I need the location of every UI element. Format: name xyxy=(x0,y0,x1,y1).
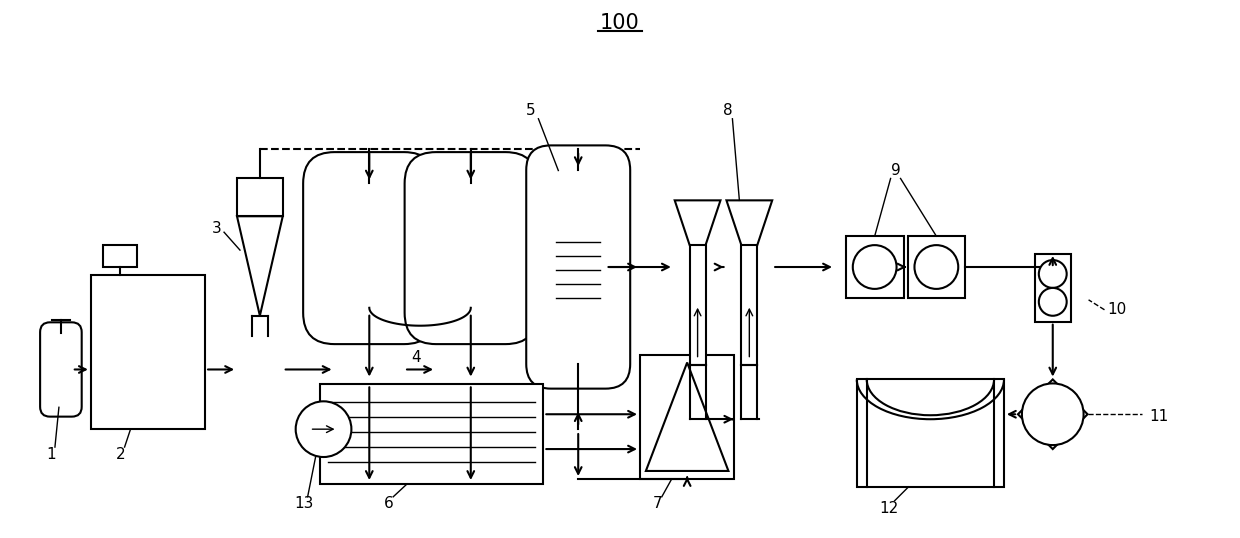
Text: 4: 4 xyxy=(412,350,420,365)
Bar xyxy=(320,385,543,484)
Polygon shape xyxy=(675,200,720,245)
Polygon shape xyxy=(646,363,728,471)
Circle shape xyxy=(1039,260,1066,288)
Text: 3: 3 xyxy=(212,221,222,236)
Text: 5: 5 xyxy=(526,103,536,118)
Bar xyxy=(91,275,205,429)
FancyBboxPatch shape xyxy=(40,322,82,416)
Text: 11: 11 xyxy=(1149,409,1169,424)
Circle shape xyxy=(853,245,897,289)
Bar xyxy=(689,245,706,365)
Text: 13: 13 xyxy=(294,496,314,511)
FancyBboxPatch shape xyxy=(303,152,435,344)
Circle shape xyxy=(914,245,959,289)
FancyBboxPatch shape xyxy=(526,145,630,388)
Circle shape xyxy=(1039,288,1066,316)
Bar xyxy=(640,355,734,479)
Text: 12: 12 xyxy=(879,501,898,516)
Text: 2: 2 xyxy=(115,447,125,462)
Bar xyxy=(103,245,136,267)
Text: 7: 7 xyxy=(653,496,662,511)
Text: 1: 1 xyxy=(46,447,56,462)
Polygon shape xyxy=(1018,379,1087,449)
FancyBboxPatch shape xyxy=(404,152,537,344)
Circle shape xyxy=(1022,384,1084,445)
Text: 10: 10 xyxy=(1107,302,1127,317)
Polygon shape xyxy=(237,216,283,316)
Bar xyxy=(908,236,965,298)
Bar xyxy=(1035,254,1070,322)
Text: 100: 100 xyxy=(600,13,640,33)
Polygon shape xyxy=(727,200,773,245)
Text: 8: 8 xyxy=(723,103,733,118)
Circle shape xyxy=(295,401,351,457)
Bar xyxy=(857,379,1004,487)
Bar xyxy=(742,245,758,365)
Bar xyxy=(237,179,283,216)
Text: 6: 6 xyxy=(384,496,394,511)
Text: 9: 9 xyxy=(890,163,900,178)
Bar xyxy=(846,236,904,298)
